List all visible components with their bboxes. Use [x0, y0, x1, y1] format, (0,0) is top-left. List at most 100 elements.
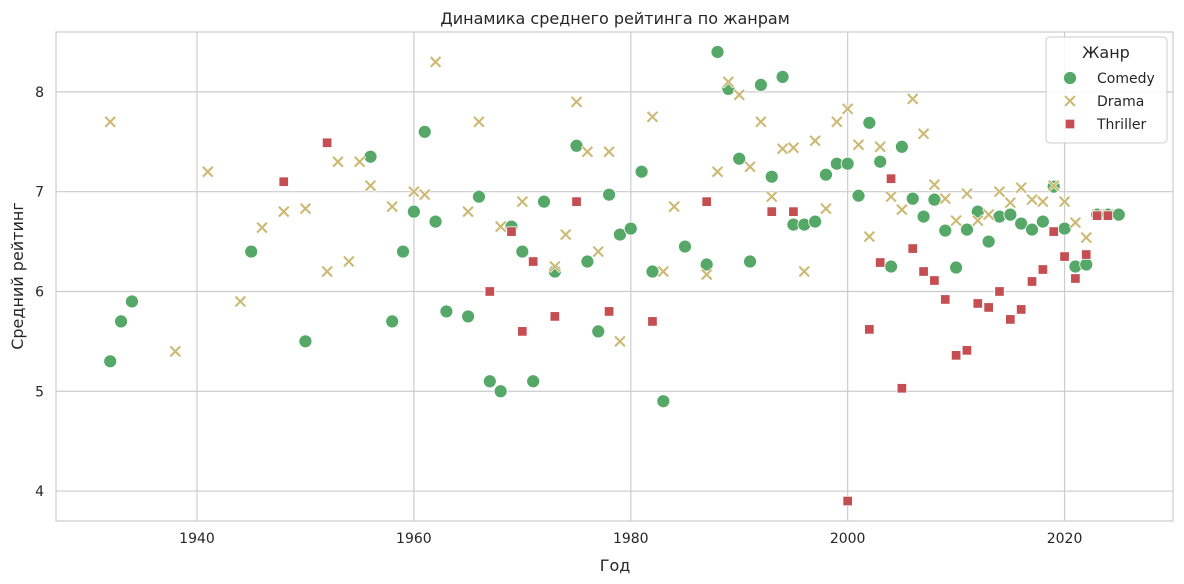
thriller-point [907, 243, 918, 254]
thriller-point [321, 137, 333, 148]
legend-marker-comedy [1063, 71, 1077, 85]
drama-point [494, 220, 508, 234]
comedy-point [580, 254, 595, 269]
plot-frame [55, 31, 1174, 522]
drama-point [1003, 196, 1017, 210]
comedy-point [482, 374, 497, 389]
y-axis-title: Средний рейтинг [8, 202, 27, 350]
thriller-point [896, 383, 908, 394]
comedy-point [417, 124, 432, 139]
comedy-point [884, 259, 898, 274]
drama-point [472, 115, 486, 129]
comedy-point [851, 188, 866, 203]
drama-point [862, 230, 876, 244]
drama-point [710, 165, 725, 179]
comedy-point [916, 209, 931, 224]
comedy-point [732, 151, 747, 166]
drama-point [917, 127, 931, 141]
drama-point [645, 110, 659, 124]
x-tick-label: 1940 [179, 531, 215, 547]
drama-point [602, 145, 616, 159]
drama-point [906, 92, 920, 106]
comedy-point [710, 45, 725, 59]
comedy-point [1014, 216, 1029, 231]
drama-point [548, 259, 562, 274]
x-tick-label: 1980 [613, 531, 649, 547]
comedy-point [905, 191, 920, 206]
comedy-point [114, 314, 128, 329]
drama-point [960, 187, 974, 201]
thriller-point [972, 298, 983, 309]
thriller-point [983, 302, 994, 313]
comedy-point [678, 239, 692, 254]
comedy-point [461, 309, 475, 324]
thriller-point [571, 196, 582, 207]
drama-point [168, 344, 182, 358]
thriller-point [647, 316, 658, 327]
y-tick-label: 4 [35, 484, 44, 500]
y-tick-label: 6 [35, 284, 44, 300]
drama-point [949, 214, 963, 228]
drama-point [298, 202, 312, 216]
thriller-point [766, 206, 777, 217]
thriller-point [1091, 210, 1103, 221]
drama-point [721, 75, 735, 89]
comedy-point [396, 244, 410, 259]
thriller-point [1048, 226, 1059, 237]
drama-point [819, 202, 833, 216]
drama-point [1058, 195, 1072, 209]
comedy-point [526, 374, 541, 389]
drama-point [765, 190, 779, 204]
comedy-point [103, 354, 118, 369]
thriller-point [929, 275, 940, 286]
x-tick-label: 1960 [396, 531, 432, 547]
legend-item-comedy: Comedy [1063, 71, 1155, 87]
drama-point [1025, 193, 1039, 207]
thriller-point [484, 286, 495, 297]
y-tick-label: 5 [35, 384, 44, 400]
comedy-point [819, 167, 833, 182]
thriller-point [1016, 304, 1027, 315]
thriller-point [1059, 251, 1070, 262]
legend-item-thriller: Thriller [1064, 117, 1146, 133]
thriller-point [1026, 276, 1038, 287]
x-tick-label: 2000 [830, 531, 866, 547]
drama-point [255, 221, 269, 235]
drama-point [776, 142, 790, 156]
grid [56, 32, 1173, 521]
drama-point [103, 115, 117, 129]
comedy-point [960, 222, 974, 237]
drama-point [841, 102, 855, 116]
thriller-point [549, 311, 561, 322]
drama-point [700, 267, 714, 282]
drama-point [233, 294, 247, 308]
data-points [103, 45, 1126, 507]
ticks: 1940 1960 1980 2000 2020 4 5 6 7 8 [35, 85, 1082, 547]
drama-point [1079, 231, 1093, 245]
drama-point [277, 205, 291, 219]
comedy-point [775, 70, 790, 84]
thriller-point [864, 324, 875, 335]
drama-point [808, 134, 822, 148]
drama-point [591, 245, 605, 259]
comedy-point [515, 244, 530, 259]
drama-point [613, 334, 627, 348]
drama-point [884, 190, 898, 204]
drama-point [331, 155, 345, 169]
drama-point [429, 55, 443, 69]
drama-point [363, 179, 378, 193]
legend-box [1045, 36, 1168, 144]
comedy-point [493, 384, 508, 399]
comedy-point [298, 334, 313, 349]
drama-point [570, 95, 584, 109]
comedy-point [699, 257, 714, 272]
thriller-point [1037, 264, 1049, 275]
comedy-point [645, 264, 660, 279]
comedy-point [808, 214, 823, 229]
thriller-point [1005, 314, 1016, 325]
legend-label-drama: Drama [1097, 94, 1144, 110]
drama-point [851, 138, 866, 152]
comedy-point [840, 156, 855, 171]
drama-point [353, 155, 367, 169]
legend-item-drama: Drama [1063, 94, 1144, 110]
